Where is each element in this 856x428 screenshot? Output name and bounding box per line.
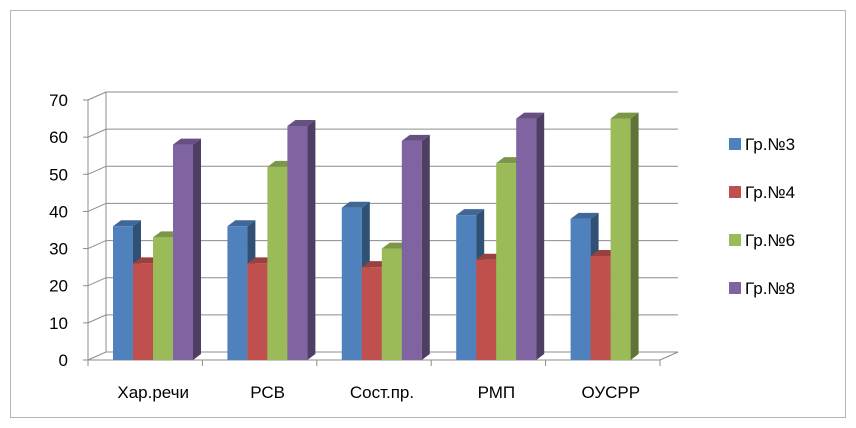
bar-front [247,263,268,360]
y-tick-label: 50 [49,165,68,184]
legend-label: Гр.№6 [745,231,795,250]
bar-top [610,112,639,119]
bar [287,120,316,360]
bar-top [401,134,430,141]
legend-item: Гр.№6 [729,231,795,250]
x-tick-label: Сост.пр. [350,383,414,402]
bar-front [496,163,517,360]
gridline-side [87,314,107,324]
legend-swatch [729,138,741,150]
bar-front [401,140,422,360]
bar-side [193,138,201,360]
bars [113,112,639,360]
legend-item: Гр.№8 [729,279,795,298]
bar-top [570,212,599,219]
legend-swatch [729,234,741,246]
bar-side [307,120,316,360]
bar-front [267,166,288,360]
bar-front [133,263,153,360]
gridline-side [87,202,107,212]
bar-front [227,226,248,360]
bar-top [113,220,141,227]
legend-label: Гр.№4 [745,183,795,202]
bar-top [227,220,256,227]
gridline-side [87,91,107,101]
bar-front [113,226,133,360]
gridline-side [87,240,107,250]
y-tick-label: 30 [49,240,68,259]
legend: Гр.№3 Гр.№4 Гр.№6 Гр.№8 [729,135,795,298]
bar-front [456,215,477,360]
bar-side [421,134,430,360]
legend-item: Гр.№3 [729,135,795,154]
bar [401,134,430,360]
bar [516,112,545,360]
bar [173,138,201,360]
legend-label: Гр.№3 [745,135,795,154]
bar [610,112,639,360]
y-tick-label: 60 [49,128,68,147]
bar-front [381,248,402,360]
x-tick-label: Хар.речи [117,383,189,402]
bar-front [361,267,382,360]
bar-front [341,207,362,360]
y-tick-label: 70 [49,91,68,110]
gridline-side [87,165,107,175]
bar-top [341,201,370,208]
legend-item: Гр.№4 [729,183,795,202]
bar-front [516,118,537,360]
bar-side [536,112,545,360]
gridline-side [87,128,107,138]
y-tick-label: 20 [49,277,68,296]
bar-front [173,144,193,360]
bar-front [610,118,631,360]
bar-front [590,256,611,360]
x-tick-label: ОУСРР [581,383,640,402]
bar-front [476,259,497,360]
x-tick-label: РМП [478,383,516,402]
gridline-side [87,277,107,287]
gridline-side [87,351,107,361]
y-tick-label: 10 [49,314,68,333]
x-tick-label: РСВ [250,383,285,402]
y-tick-label: 40 [49,202,68,221]
x-axis-tick-labels: Хар.речи РСВ Сост.пр. РМП ОУСРР [117,383,640,402]
bar-top [456,209,485,216]
legend-label: Гр.№8 [745,279,795,298]
bar-front [570,218,591,360]
bar-front [287,126,308,360]
bar-top [516,112,545,119]
bar-front [153,237,173,360]
y-axis-tick-labels: 0 10 20 30 40 50 60 70 [49,91,68,370]
bar-top [287,120,316,126]
y-tick-label: 0 [59,351,68,370]
floor-right-edge [659,351,679,361]
legend-swatch [729,186,741,198]
bar-side [630,112,639,360]
bar-top [173,138,201,145]
legend-swatch [729,282,741,294]
